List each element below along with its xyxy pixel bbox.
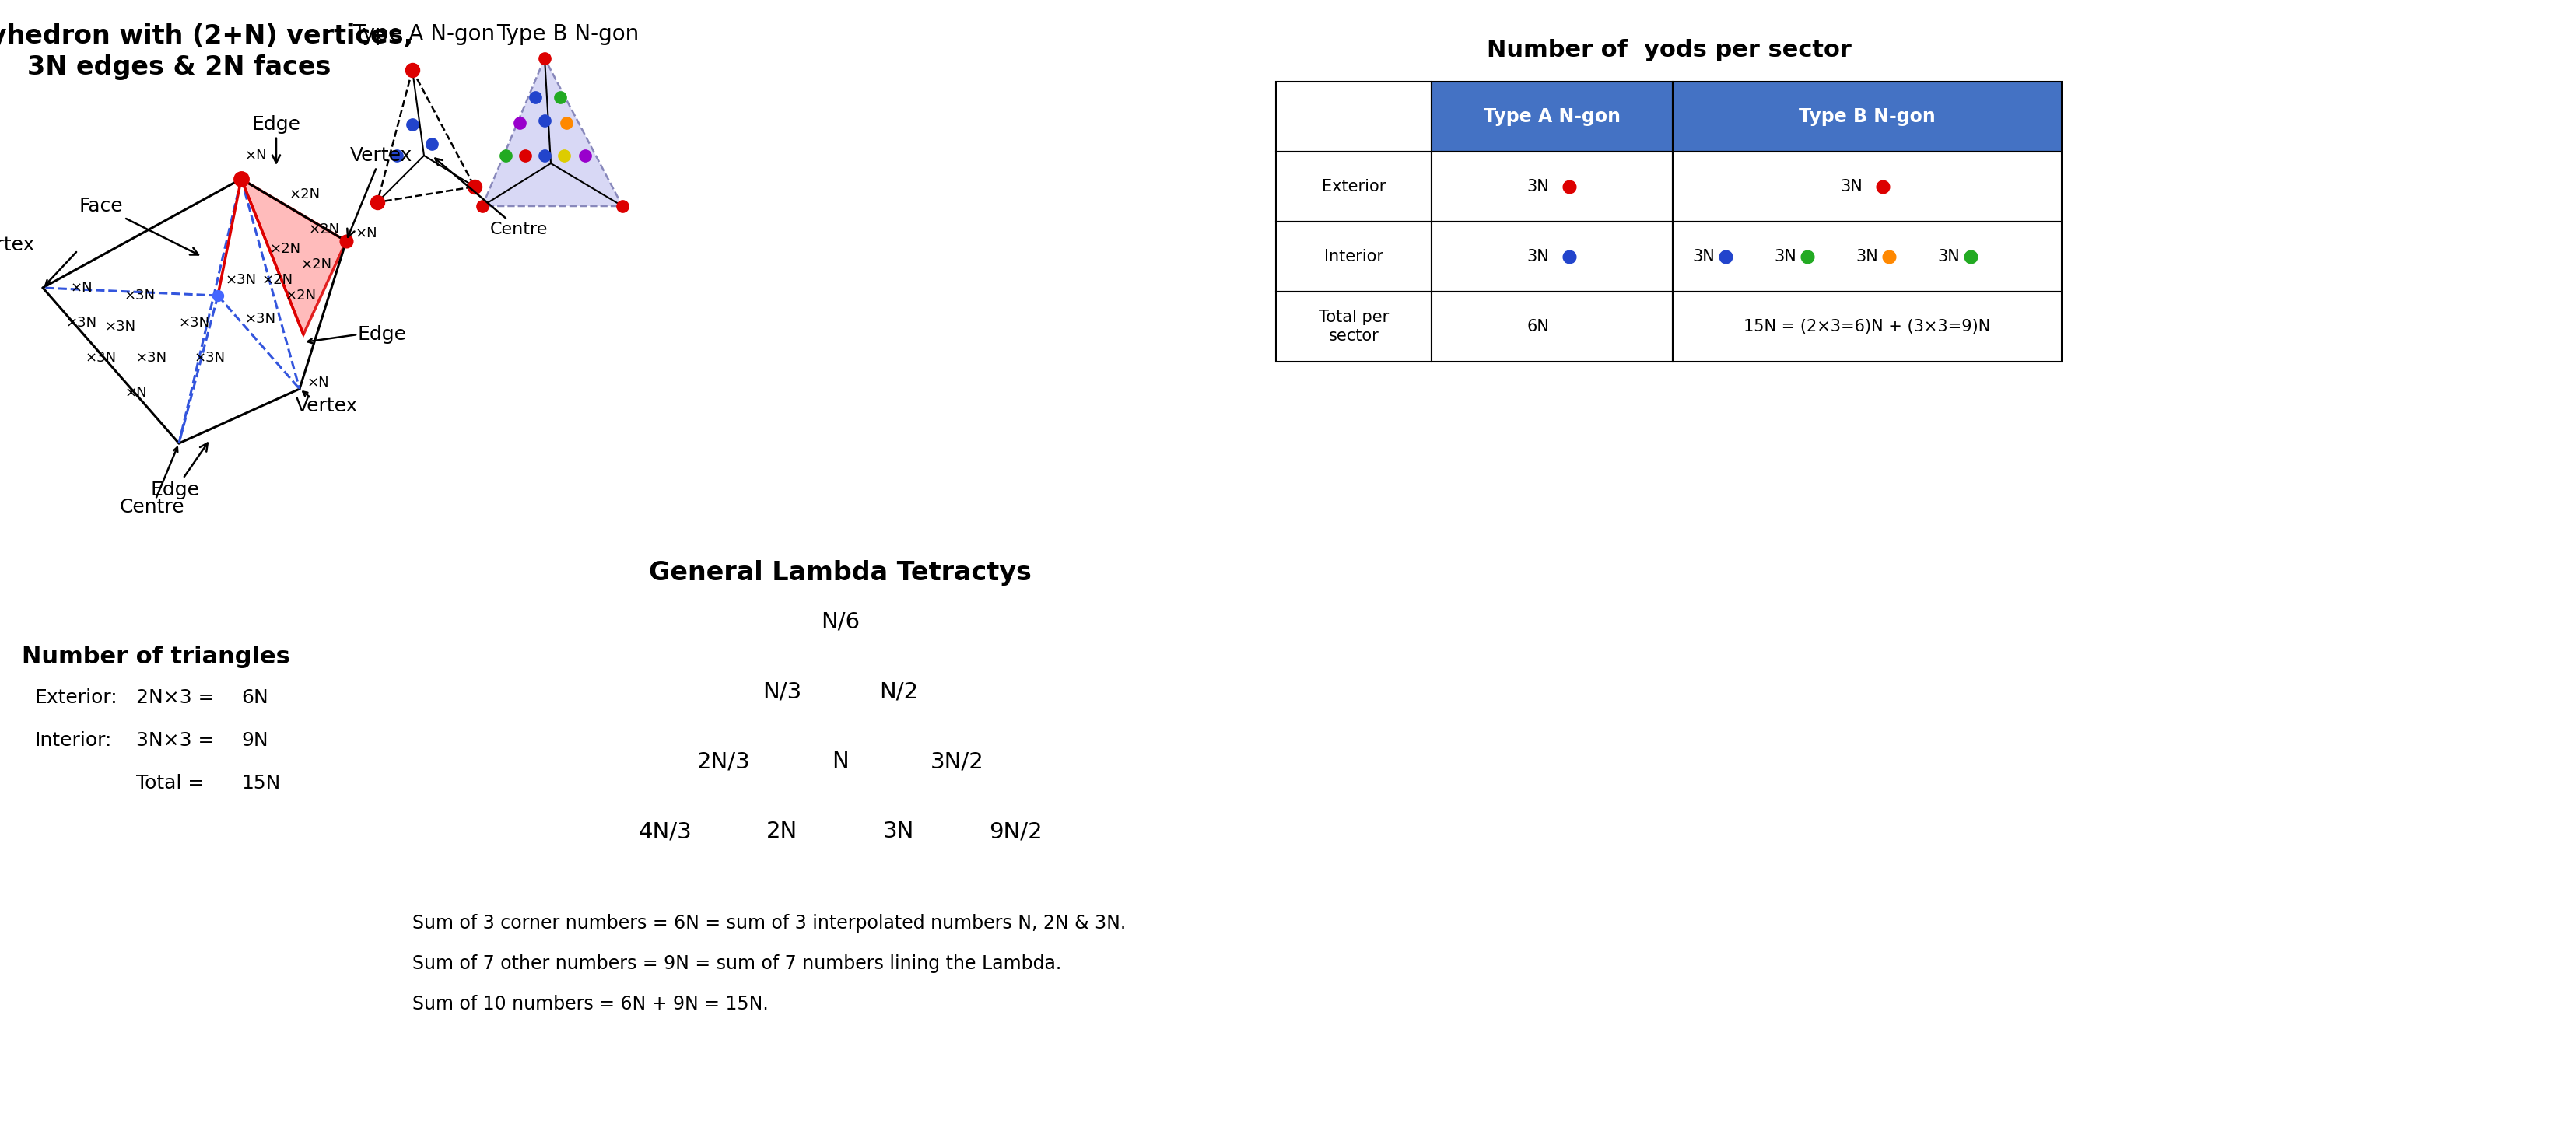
Text: Sum of 7 other numbers = 9N = sum of 7 numbers lining the Lambda.: Sum of 7 other numbers = 9N = sum of 7 n… — [412, 955, 1061, 973]
Text: N/2: N/2 — [878, 680, 917, 702]
Text: ×3N: ×3N — [193, 350, 227, 365]
Text: ×N: ×N — [245, 149, 268, 162]
Text: 6N: 6N — [242, 688, 268, 706]
Text: 3N×3 =: 3N×3 = — [137, 731, 214, 750]
Text: Total per
sector: Total per sector — [1319, 310, 1388, 344]
Bar — [1432, 152, 1672, 221]
Bar — [1275, 82, 1432, 152]
Text: Vertex: Vertex — [0, 236, 36, 254]
Text: Number of  yods per sector: Number of yods per sector — [1486, 39, 1850, 61]
Text: Type A N-gon: Type A N-gon — [353, 24, 495, 45]
Text: ×3N: ×3N — [67, 315, 98, 330]
Bar — [1275, 291, 1432, 362]
Bar — [1432, 291, 1672, 362]
Text: ×3N: ×3N — [178, 315, 211, 330]
Text: 2N×3 =: 2N×3 = — [137, 688, 214, 706]
Text: ×2N: ×2N — [286, 288, 317, 303]
Bar — [1432, 221, 1672, 291]
Text: 3N: 3N — [1692, 248, 1713, 264]
Text: ×3N: ×3N — [137, 350, 167, 365]
Text: 6N: 6N — [1528, 319, 1548, 335]
Text: ×3N: ×3N — [227, 273, 258, 287]
Bar — [1432, 82, 1672, 152]
Text: Edge: Edge — [252, 116, 301, 163]
Text: 3N: 3N — [1528, 248, 1548, 264]
Text: Face: Face — [80, 197, 198, 255]
Text: Type B N-gon: Type B N-gon — [1798, 108, 1935, 126]
Text: 4N/3: 4N/3 — [639, 821, 693, 843]
Text: ×2N: ×2N — [309, 222, 340, 237]
Text: Vertex: Vertex — [348, 146, 412, 237]
Text: N: N — [832, 751, 848, 772]
Text: 3N: 3N — [884, 821, 914, 843]
Bar — [1672, 291, 2061, 362]
Text: ×N: ×N — [307, 375, 330, 390]
Text: Total =: Total = — [137, 773, 204, 793]
Bar — [1672, 221, 2061, 291]
Text: Centre: Centre — [118, 498, 185, 516]
Bar — [1275, 152, 1432, 221]
Text: Type B N-gon: Type B N-gon — [497, 24, 639, 45]
Text: ×N: ×N — [70, 281, 93, 295]
Bar — [1672, 82, 2061, 152]
Text: ×2N: ×2N — [263, 273, 294, 287]
Text: 3N: 3N — [1772, 248, 1795, 264]
Text: N/3: N/3 — [762, 680, 801, 702]
Text: 15N: 15N — [242, 773, 281, 793]
Text: ×N: ×N — [355, 227, 379, 240]
Text: ×3N: ×3N — [85, 350, 116, 365]
Text: 3N edges & 2N faces: 3N edges & 2N faces — [28, 54, 330, 81]
Text: ×2N: ×2N — [301, 257, 332, 271]
Text: N/6: N/6 — [822, 610, 860, 633]
Text: Centre: Centre — [435, 159, 549, 237]
Text: 3N: 3N — [1528, 179, 1548, 194]
Text: General Lambda Tetractys: General Lambda Tetractys — [649, 560, 1030, 585]
Text: ×N: ×N — [126, 386, 147, 400]
Text: 9N: 9N — [242, 731, 268, 750]
Text: 3N: 3N — [1855, 248, 1878, 264]
Text: ×3N: ×3N — [106, 320, 137, 333]
Text: Sum of 3 corner numbers = 6N = sum of 3 interpolated numbers N, 2N & 3N.: Sum of 3 corner numbers = 6N = sum of 3 … — [412, 914, 1126, 932]
Text: Edge: Edge — [149, 443, 209, 499]
Polygon shape — [242, 179, 345, 335]
Text: Interior: Interior — [1324, 248, 1383, 264]
Text: 15N = (2×3=6)N + (3×3=9)N: 15N = (2×3=6)N + (3×3=9)N — [1744, 319, 1991, 335]
Bar — [1275, 221, 1432, 291]
Text: ×2N: ×2N — [270, 242, 301, 256]
Text: ×3N: ×3N — [124, 288, 155, 303]
Text: 2N/3: 2N/3 — [696, 751, 750, 772]
Text: Exterior:: Exterior: — [36, 688, 118, 706]
Text: ×2N: ×2N — [289, 187, 319, 202]
Text: 3N/2: 3N/2 — [930, 751, 984, 772]
Text: 9N/2: 9N/2 — [989, 821, 1041, 843]
Text: Type A N-gon: Type A N-gon — [1484, 108, 1620, 126]
Text: Vertex: Vertex — [296, 397, 358, 415]
Text: 3N: 3N — [1839, 179, 1862, 194]
Text: 3N: 3N — [1937, 248, 1958, 264]
Text: ×3N: ×3N — [245, 312, 276, 325]
Text: Number of triangles: Number of triangles — [21, 645, 289, 668]
Text: Sum of 10 numbers = 6N + 9N = 15N.: Sum of 10 numbers = 6N + 9N = 15N. — [412, 995, 768, 1014]
Text: Exterior: Exterior — [1321, 179, 1386, 194]
Text: Interior:: Interior: — [36, 731, 113, 750]
Polygon shape — [482, 58, 623, 206]
Text: Polyhedron with (2+N) vertices,: Polyhedron with (2+N) vertices, — [0, 24, 415, 49]
Text: Edge: Edge — [358, 325, 407, 344]
Text: 2N: 2N — [765, 821, 799, 843]
Bar — [1672, 152, 2061, 221]
